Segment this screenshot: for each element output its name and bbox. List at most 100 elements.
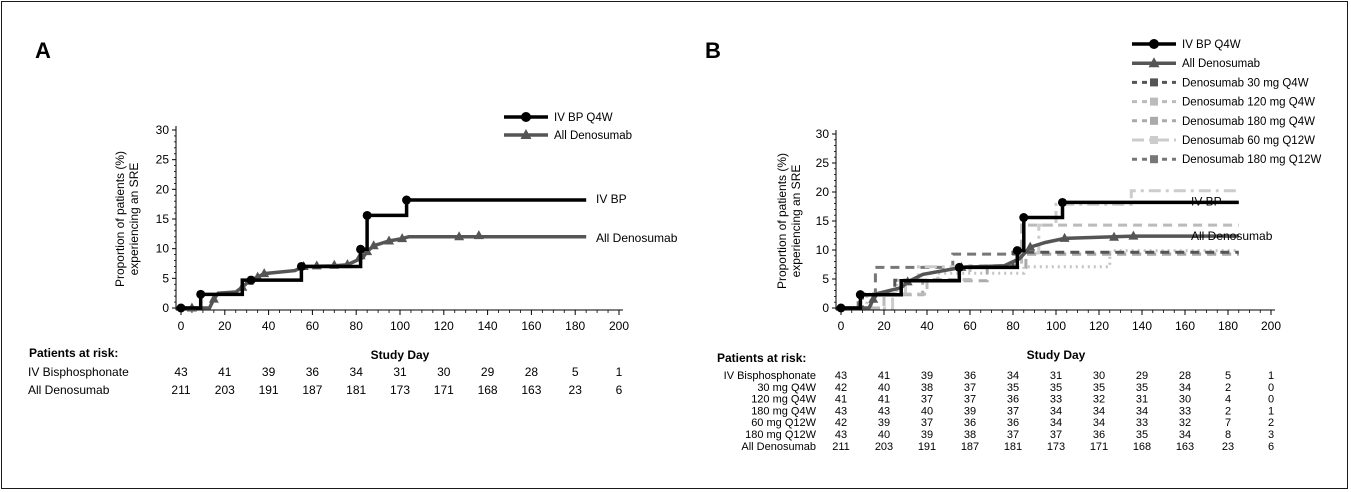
risk-cell: 187 [961,441,979,453]
y-tick-label: 20 [156,182,170,196]
risk-cell: 163 [1176,441,1194,453]
panel-letter: A [35,38,51,63]
risk-cell: 0 [1268,394,1274,406]
risk-cell: 33 [1136,417,1148,429]
risk-cell: 39 [262,365,276,379]
risk-cell: 191 [918,441,936,453]
y-tick-label: 0 [162,301,169,315]
legend-marker-square [1150,136,1158,144]
risk-cell: 3 [1268,429,1274,441]
risk-cell: 211 [171,383,190,397]
legend-marker-square [1150,97,1158,106]
risk-cell: 203 [875,441,893,453]
x-tick-label: 20 [877,319,891,333]
risk-row-label: All Denosumab [741,441,816,453]
legend-marker-square [1150,116,1158,125]
data-point-circle [246,275,256,285]
risk-cell: 41 [218,365,232,379]
risk-cell: 37 [921,394,933,406]
risk-row-label: 180 mg Q4W [751,405,816,417]
series-end-label: All Denosumab [596,231,678,245]
risk-cell: 37 [964,382,976,394]
data-point-triangle [1109,231,1120,241]
risk-cell: 41 [878,394,890,406]
data-point-circle [196,289,206,299]
data-point-circle [1012,246,1022,256]
x-tick-label: 60 [963,319,977,333]
series-line-6 [841,252,1239,310]
data-point-circle [954,262,964,272]
risk-cell: 39 [964,405,976,417]
y-tick-label: 5 [162,271,169,285]
y-tick-label: 5 [822,272,829,286]
legend-label: Denosumab 30 mg Q4W [1182,77,1309,89]
risk-cell: 5 [1225,370,1231,382]
risk-cell: 33 [1050,394,1062,406]
x-tick-label: 40 [920,319,934,333]
risk-cell: 1 [616,365,623,379]
data-point-circle [1019,213,1029,223]
panel-letter: B [705,38,721,63]
risk-row-label: All Denosumab [28,383,110,397]
x-tick-label: 120 [1089,319,1109,333]
risk-cell: 39 [921,429,933,441]
risk-cell: 4 [1225,394,1231,406]
y-tick-label: 10 [816,243,830,257]
risk-cell: 36 [964,370,976,382]
risk-cell: 23 [569,383,583,397]
risk-cell: 181 [346,383,366,397]
risk-cell: 43 [835,405,847,417]
y-tick-label: 0 [822,301,829,315]
risk-cell: 37 [1007,405,1019,417]
series-line-0 [841,200,1239,310]
y-tick-label: 10 [156,242,170,256]
risk-cell: 187 [302,383,322,397]
risk-cell: 2 [1225,405,1231,417]
x-tick-label: 140 [1132,319,1152,333]
data-point-triangle [1128,230,1139,240]
risk-cell: 29 [481,365,495,379]
x-tick-label: 60 [306,319,320,333]
risk-cell: 168 [478,383,498,397]
data-point-circle [176,303,186,313]
risk-cell: 6 [616,383,623,397]
risk-cell: 31 [1050,370,1062,382]
data-point-triangle [397,233,408,243]
risk-cell: 34 [1093,405,1105,417]
x-tick-label: 160 [521,319,541,333]
legend-label: IV BP Q4W [1182,39,1241,51]
legend-label: Denosumab 60 mg Q12W [1182,135,1315,147]
y-tick-label: 15 [156,212,170,226]
x-tick-label: 100 [390,319,410,333]
risk-cell: 2 [1268,417,1274,429]
legend: IV BP Q4W All Denosumab Denosumab 30 mg Q4… [1132,39,1321,166]
series-line-0 [181,198,587,310]
risk-cell: 42 [835,382,847,394]
legend-marker-circle [521,112,531,122]
series-end-label: All Denosumab [1191,229,1273,243]
risk-cell: 28 [525,365,539,379]
risk-cell: 37 [964,394,976,406]
data-point-circle [855,290,865,300]
risk-cell: 36 [1007,417,1019,429]
data-point-circle [356,244,366,254]
data-point-triangle [1059,232,1070,242]
x-axis-label: Study Day [1027,348,1086,362]
x-tick-label: 200 [609,319,629,333]
legend-label: Denosumab 120 mg Q4W [1182,97,1315,109]
risk-cell: 32 [1179,417,1191,429]
risk-row-label: IV Bisphosphonate [28,365,129,379]
risk-cell: 28 [1179,370,1191,382]
data-point-triangle [454,231,465,241]
y-tick-label: 25 [816,156,830,170]
risk-cell: 35 [1050,382,1062,394]
risk-cell: 42 [835,417,847,429]
risk-cell: 39 [878,417,890,429]
risk-cell: 37 [1007,429,1019,441]
risk-table: Patients at risk:IV Bisphosphonate 43 41 39… [717,351,1274,453]
risk-cell: 34 [1179,382,1191,394]
legend-marker-square [1150,155,1158,164]
risk-cell: 33 [1179,405,1191,417]
